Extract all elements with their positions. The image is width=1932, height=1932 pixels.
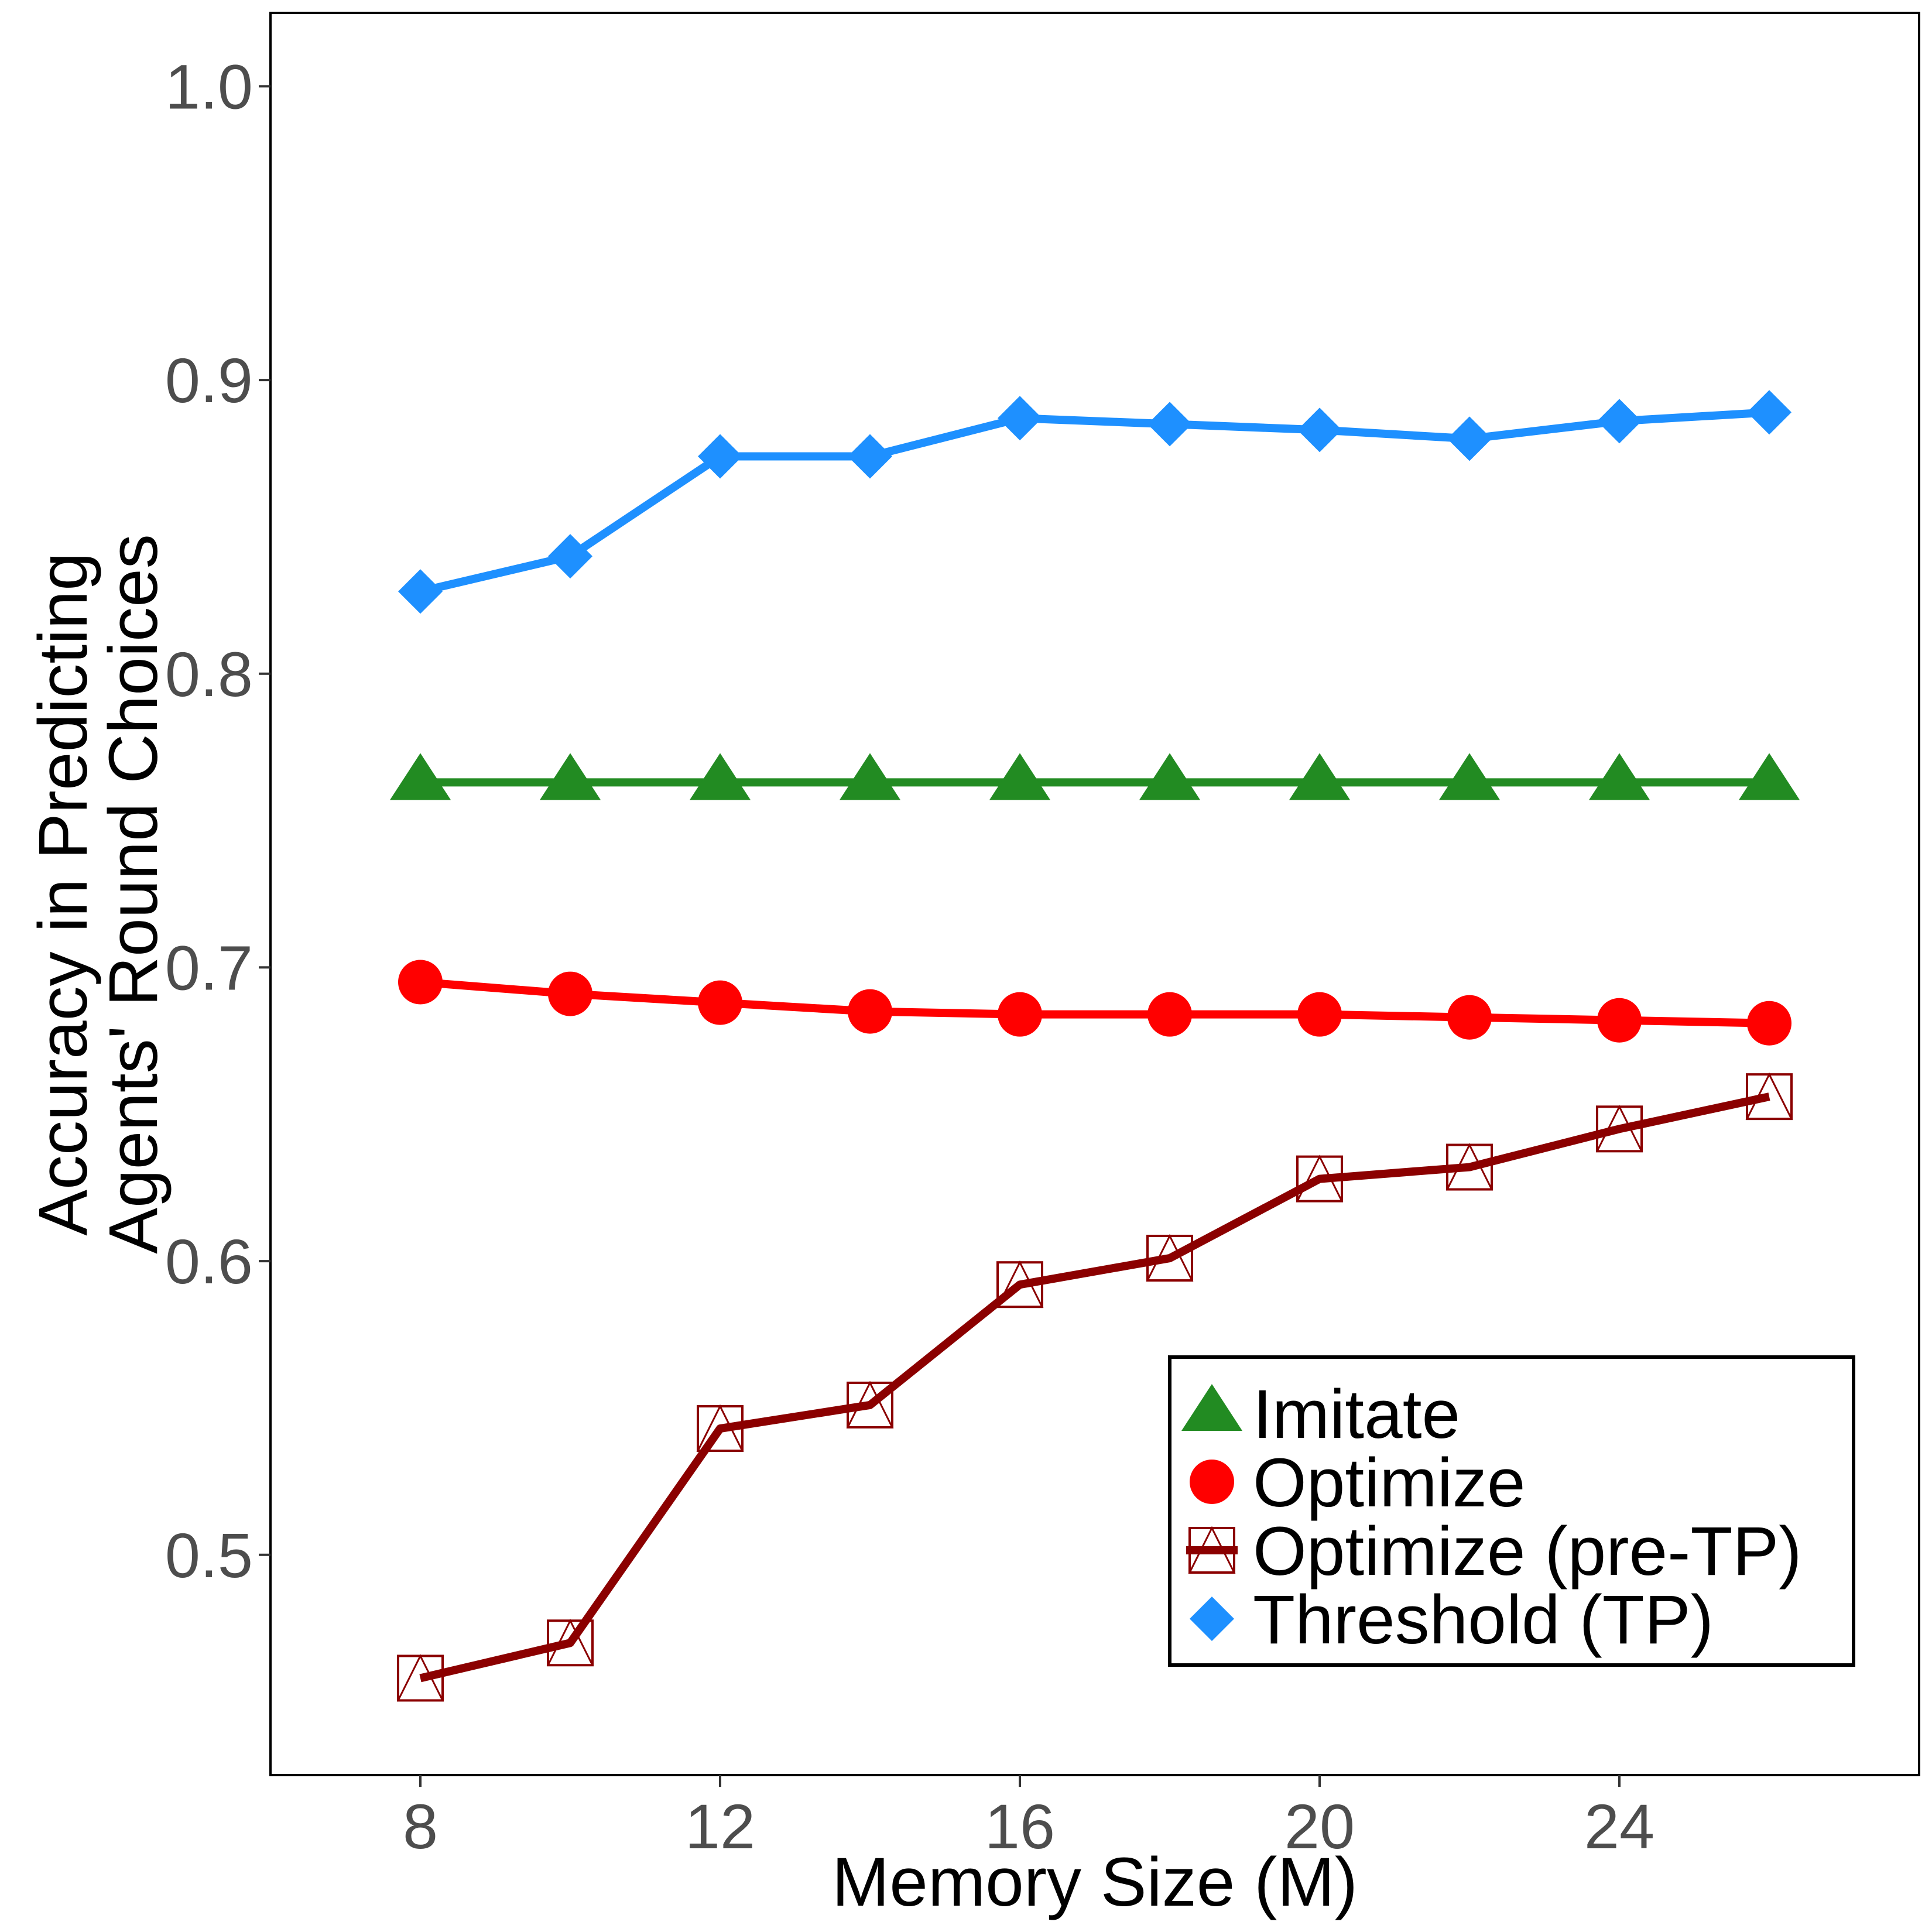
- triangle-outline-icon: [1445, 1143, 1493, 1191]
- legend-label: Threshold (TP): [1253, 1581, 1714, 1659]
- legend-label: Optimize (pre-TP): [1253, 1513, 1802, 1590]
- data-point: [698, 980, 742, 1025]
- y-tick-label: 0.6: [165, 1226, 253, 1297]
- series-line: [419, 408, 1770, 596]
- legend-label: Imitate: [1253, 1376, 1460, 1453]
- data-point: [1589, 753, 1650, 800]
- y-tick-label: 0.8: [165, 639, 253, 710]
- triangle-outline-icon: [396, 1654, 444, 1701]
- y-tick-label: 1.0: [165, 51, 253, 122]
- legend-key-icon: [1181, 1384, 1242, 1431]
- legend-item-3: Threshold (TP): [1190, 1581, 1714, 1659]
- data-point: [1597, 998, 1642, 1043]
- series-layer: [390, 390, 1800, 1702]
- legend-box: [1168, 1355, 1855, 1667]
- triangle-outline-icon: [1595, 1104, 1643, 1152]
- data-point: [1747, 1001, 1791, 1046]
- data-point: [548, 534, 592, 579]
- y-axis-title-line-2: Agents' Round Choices: [95, 534, 172, 1254]
- y-tick-label: 0.9: [165, 345, 253, 416]
- y-axis-title-line-1: Accuracy in Predicting: [25, 552, 102, 1235]
- data-point: [1296, 1155, 1344, 1203]
- legend-key-icon: [1190, 1597, 1234, 1641]
- data-point: [1447, 995, 1492, 1040]
- data-point: [1745, 1072, 1793, 1121]
- data-point: [696, 1404, 744, 1453]
- data-point: [548, 971, 592, 1016]
- series-0: [390, 753, 1800, 800]
- triangle-outline-icon: [1146, 1234, 1194, 1282]
- data-point: [1739, 753, 1800, 800]
- triangle-outline-icon: [1188, 1526, 1236, 1574]
- triangle-outline-icon: [846, 1381, 894, 1429]
- data-point: [398, 569, 443, 614]
- data-point: [390, 753, 451, 800]
- y-axis: 0.5 0.6 0.7 0.8 0.9 1.0: [165, 51, 270, 1591]
- data-point: [1147, 402, 1192, 447]
- y-tick-label: 0.5: [165, 1520, 253, 1591]
- data-point: [698, 434, 742, 479]
- triangle-outline-icon: [996, 1260, 1044, 1308]
- legend-label: Optimize: [1253, 1444, 1526, 1522]
- series-2: [396, 1072, 1793, 1702]
- x-axis: 8 12 16 20 24: [403, 1775, 1654, 1862]
- data-point: [1597, 399, 1642, 444]
- data-point: [1297, 407, 1342, 453]
- data-point: [1147, 992, 1192, 1037]
- data-point: [1439, 753, 1500, 800]
- series-line: [419, 1092, 1770, 1683]
- data-point: [1447, 416, 1492, 461]
- data-point: [996, 1260, 1044, 1308]
- y-axis-title: Accuracy in Predicting Agents' Round Cho…: [25, 534, 172, 1254]
- data-point: [1445, 1143, 1493, 1191]
- series-3: [398, 390, 1791, 614]
- data-point: [846, 1381, 894, 1429]
- x-tick-label: 16: [985, 1791, 1055, 1862]
- y-tick-label: 0.7: [165, 932, 253, 1003]
- triangle-outline-icon: [696, 1404, 744, 1452]
- triangle-outline-icon: [1296, 1155, 1344, 1203]
- data-point: [546, 1618, 594, 1667]
- legend-item-0: Imitate: [1181, 1376, 1460, 1453]
- x-tick-label: 24: [1584, 1791, 1654, 1862]
- data-point: [398, 960, 443, 1005]
- data-point: [998, 396, 1042, 441]
- data-point: [848, 989, 892, 1034]
- x-tick-label: 8: [403, 1791, 438, 1862]
- data-point: [540, 753, 601, 800]
- legend-key-icon: [1188, 1526, 1236, 1574]
- x-axis-title: Memory Size (M): [832, 1844, 1358, 1921]
- legend-key-icon: [1190, 1460, 1234, 1504]
- triangle-outline-icon: [1745, 1072, 1793, 1120]
- data-point: [1297, 992, 1342, 1037]
- series-line: [420, 978, 1770, 1027]
- data-point: [1139, 753, 1200, 800]
- data-point: [989, 753, 1050, 800]
- legend-item-1: Optimize: [1190, 1444, 1526, 1522]
- triangle-outline-icon: [546, 1618, 594, 1666]
- data-point: [1747, 390, 1791, 435]
- data-point: [690, 753, 751, 800]
- data-point: [840, 753, 900, 800]
- data-point: [1146, 1234, 1194, 1282]
- data-point: [396, 1654, 444, 1702]
- x-tick-label: 12: [685, 1791, 755, 1862]
- legend-item-2: Optimize (pre-TP): [1186, 1513, 1802, 1590]
- data-point: [848, 434, 892, 479]
- x-tick-label: 20: [1284, 1791, 1355, 1862]
- data-point: [998, 992, 1042, 1037]
- data-point: [1595, 1104, 1643, 1153]
- plot-frame: [269, 12, 1920, 1776]
- data-point: [1289, 753, 1350, 800]
- series-1: [398, 960, 1791, 1046]
